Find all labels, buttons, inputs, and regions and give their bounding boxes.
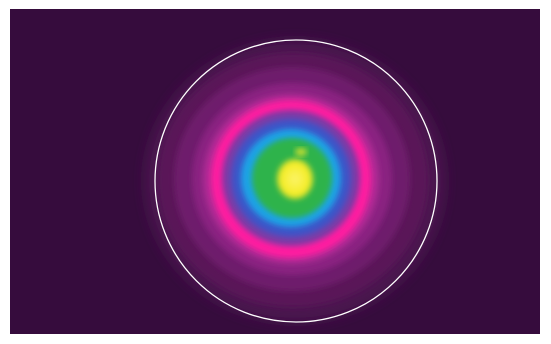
yellow-speckle: [295, 148, 307, 156]
aperture-circle: [154, 39, 438, 323]
beam-profile-image: [145, 39, 445, 323]
yellow-core: [277, 159, 313, 199]
beam-profile-viewer[interactable]: [10, 9, 540, 334]
